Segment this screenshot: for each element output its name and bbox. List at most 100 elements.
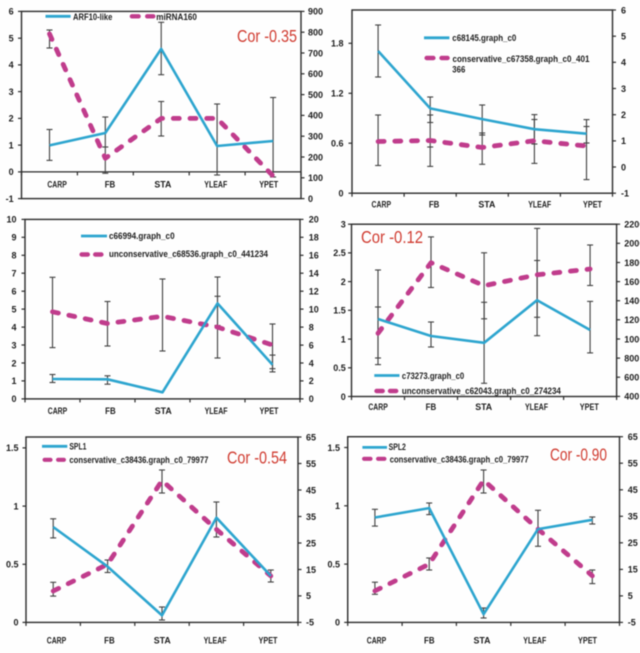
svg-text:SPL2: SPL2 [389,442,406,452]
svg-text:35: 35 [306,512,316,522]
svg-text:conservative_c38436.graph_c0_7: conservative_c38436.graph_c0_79977 [69,455,208,465]
svg-text:5: 5 [621,32,626,42]
svg-text:6: 6 [11,287,16,297]
svg-text:SPL1: SPL1 [69,442,86,452]
svg-text:6: 6 [621,5,626,15]
svg-text:5: 5 [9,34,14,44]
svg-text:5: 5 [306,591,311,601]
svg-text:1: 1 [13,501,18,511]
svg-text:25: 25 [306,538,316,548]
svg-text:2: 2 [621,110,626,120]
svg-text:YPET: YPET [578,635,597,645]
svg-text:YPET: YPET [259,635,278,645]
svg-text:2: 2 [341,277,346,287]
svg-text:-5: -5 [306,618,314,628]
svg-text:FB: FB [105,180,116,190]
svg-text:600: 600 [624,373,639,383]
svg-text:4: 4 [9,60,14,70]
svg-text:45: 45 [306,485,316,495]
svg-text:YPET: YPET [580,402,599,412]
svg-text:25: 25 [628,538,638,548]
svg-text:Cor -0.12: Cor -0.12 [361,227,423,247]
svg-text:CARP: CARP [368,402,388,412]
svg-text:400: 400 [624,392,639,402]
svg-text:CARP: CARP [367,635,387,645]
svg-text:1: 1 [621,136,626,146]
svg-text:400: 400 [308,111,323,121]
svg-text:YLEAF: YLEAF [525,402,548,412]
svg-text:4: 4 [309,358,314,368]
svg-text:ARF10-like: ARF10-like [73,12,112,23]
svg-text:8: 8 [11,251,16,261]
svg-text:miRNA160: miRNA160 [156,12,197,23]
svg-text:YLEAF: YLEAF [204,635,227,645]
svg-text:65: 65 [628,432,638,442]
svg-text:0: 0 [621,162,626,172]
svg-text:c66994.graph_c0: c66994.graph_c0 [109,231,175,242]
svg-text:800: 800 [624,353,639,363]
svg-text:CARP: CARP [47,180,67,190]
svg-text:2.5: 2.5 [333,248,346,258]
svg-text:0: 0 [308,194,313,204]
svg-text:CARP: CARP [47,635,67,645]
svg-text:2: 2 [11,358,16,368]
svg-text:0: 0 [13,618,18,628]
svg-text:5: 5 [628,591,633,601]
svg-text:-1: -1 [6,194,14,204]
svg-text:18: 18 [309,233,319,243]
svg-text:1: 1 [9,140,14,150]
svg-text:2000: 2000 [624,239,640,249]
svg-text:conservative_c38436.graph_c0_7: conservative_c38436.graph_c0_79977 [390,455,529,465]
svg-text:20: 20 [309,215,319,225]
svg-text:1400: 1400 [624,296,640,306]
svg-text:c68145.graph_c0: c68145.graph_c0 [452,33,516,44]
svg-text:3: 3 [9,87,14,97]
svg-text:STA: STA [474,635,491,645]
svg-text:Cor -0.54: Cor -0.54 [227,448,287,468]
svg-text:12: 12 [309,287,319,297]
svg-text:FB: FB [104,635,115,645]
svg-text:YPET: YPET [260,406,279,416]
svg-text:8: 8 [309,322,314,332]
svg-text:1: 1 [335,501,340,511]
svg-text:55: 55 [306,459,316,469]
svg-text:2: 2 [309,376,314,386]
svg-text:FB: FB [424,635,435,645]
svg-text:55: 55 [628,459,638,469]
svg-text:conservative_c67358.graph_c0_4: conservative_c67358.graph_c0_401 [453,54,591,65]
svg-text:YPET: YPET [259,180,278,190]
svg-text:45: 45 [628,485,638,495]
svg-text:3: 3 [11,340,16,350]
svg-text:0.6: 0.6 [331,139,344,149]
svg-text:FB: FB [426,402,437,412]
svg-text:c73273.graph_c0: c73273.graph_c0 [402,371,464,382]
svg-text:0: 0 [309,394,314,404]
svg-text:-5: -5 [628,618,636,628]
svg-text:2200: 2200 [624,220,640,230]
svg-text:1: 1 [11,376,16,386]
svg-text:6: 6 [9,7,14,17]
svg-text:15: 15 [306,565,316,575]
svg-text:300: 300 [308,132,323,142]
svg-text:FB: FB [105,406,116,416]
svg-text:STA: STA [154,635,171,645]
svg-text:7: 7 [11,269,16,279]
svg-text:0: 0 [9,167,14,177]
svg-text:0: 0 [11,394,16,404]
svg-text:15: 15 [628,565,638,575]
svg-text:0.5: 0.5 [327,559,340,569]
svg-text:800: 800 [308,28,323,38]
svg-text:1600: 1600 [624,277,640,287]
svg-text:700: 700 [308,48,323,58]
svg-text:9: 9 [11,233,16,243]
svg-text:1.5: 1.5 [6,443,19,453]
svg-text:YPET: YPET [583,200,602,210]
svg-text:-1: -1 [621,189,629,199]
svg-text:0: 0 [341,392,346,402]
svg-text:unconservative_c62043.graph_c0: unconservative_c62043.graph_c0_274234 [402,386,562,397]
svg-text:366: 366 [452,64,465,75]
svg-text:65: 65 [306,432,316,442]
svg-text:1.5: 1.5 [333,306,346,316]
svg-text:4: 4 [11,322,16,332]
